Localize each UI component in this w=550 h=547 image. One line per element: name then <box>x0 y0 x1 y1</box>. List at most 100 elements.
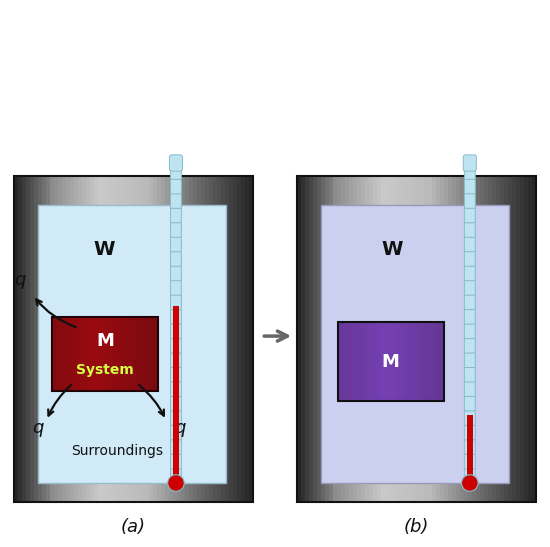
Bar <box>146 176 151 502</box>
Bar <box>508 176 513 502</box>
Bar <box>126 317 130 391</box>
FancyBboxPatch shape <box>464 425 475 440</box>
FancyBboxPatch shape <box>464 295 475 310</box>
Bar <box>412 323 416 401</box>
Bar <box>340 323 344 401</box>
Bar <box>60 317 64 391</box>
FancyBboxPatch shape <box>464 381 475 397</box>
Bar <box>185 176 190 502</box>
Bar <box>431 323 434 401</box>
Bar <box>397 176 402 502</box>
Bar <box>301 176 306 502</box>
Bar <box>321 206 509 483</box>
Bar <box>39 206 226 483</box>
Bar <box>456 176 461 502</box>
Bar <box>313 176 318 502</box>
Text: Surroundings: Surroundings <box>71 444 163 458</box>
FancyBboxPatch shape <box>170 396 182 411</box>
FancyBboxPatch shape <box>464 193 475 208</box>
FancyBboxPatch shape <box>170 454 182 469</box>
Bar <box>134 317 138 391</box>
Bar <box>338 323 444 401</box>
FancyBboxPatch shape <box>463 155 476 171</box>
Bar <box>14 176 253 502</box>
Bar <box>245 176 250 502</box>
Bar <box>351 323 355 401</box>
Bar <box>409 323 413 401</box>
FancyBboxPatch shape <box>170 324 182 339</box>
Bar <box>63 317 66 391</box>
Bar <box>309 176 314 502</box>
Bar <box>102 317 106 391</box>
Bar <box>377 323 381 401</box>
Bar <box>359 323 362 401</box>
Bar <box>399 323 403 401</box>
Bar <box>90 176 95 502</box>
Bar <box>349 176 354 502</box>
Bar <box>52 317 56 391</box>
Bar <box>428 323 432 401</box>
Bar <box>173 176 179 502</box>
Bar <box>116 317 119 391</box>
Bar <box>157 176 163 502</box>
Bar <box>52 317 158 391</box>
Bar <box>226 176 230 502</box>
Bar <box>14 176 19 502</box>
Bar <box>436 323 439 401</box>
Bar <box>233 176 238 502</box>
Bar <box>421 176 426 502</box>
Bar <box>476 176 481 502</box>
Bar <box>134 176 139 502</box>
Text: W: W <box>94 240 115 259</box>
Bar <box>406 323 410 401</box>
FancyBboxPatch shape <box>464 468 475 484</box>
Bar <box>420 323 424 401</box>
Bar <box>532 176 537 502</box>
Bar <box>393 176 398 502</box>
Bar <box>73 317 77 391</box>
Bar <box>205 176 211 502</box>
Bar <box>453 176 458 502</box>
FancyBboxPatch shape <box>170 251 182 266</box>
Bar <box>425 323 429 401</box>
Bar <box>377 176 382 502</box>
Text: M: M <box>96 331 114 350</box>
Bar <box>317 176 322 502</box>
Bar <box>139 317 143 391</box>
Bar <box>412 176 417 502</box>
Bar <box>94 317 98 391</box>
Bar <box>26 176 31 502</box>
Bar <box>340 176 346 502</box>
Bar <box>74 176 79 502</box>
Bar <box>178 176 183 502</box>
Bar <box>372 323 376 401</box>
Bar <box>197 176 202 502</box>
Bar <box>153 317 156 391</box>
Bar <box>425 176 430 502</box>
FancyBboxPatch shape <box>170 179 182 194</box>
FancyBboxPatch shape <box>464 367 475 382</box>
Circle shape <box>168 475 184 491</box>
Bar <box>129 176 135 502</box>
Bar <box>380 323 384 401</box>
Bar <box>333 176 338 502</box>
Bar <box>94 176 98 502</box>
Text: q: q <box>174 419 185 437</box>
Bar <box>84 317 87 391</box>
Bar <box>402 323 405 401</box>
Bar <box>81 317 85 391</box>
Bar <box>38 176 43 502</box>
Text: System: System <box>76 363 134 377</box>
Bar <box>520 176 525 502</box>
Bar <box>65 176 71 502</box>
Bar <box>108 317 111 391</box>
FancyBboxPatch shape <box>464 222 475 237</box>
FancyBboxPatch shape <box>464 266 475 281</box>
Bar <box>22 176 27 502</box>
FancyBboxPatch shape <box>464 439 475 455</box>
Text: (a): (a) <box>121 517 146 536</box>
Bar <box>106 176 111 502</box>
Bar <box>237 176 243 502</box>
Bar <box>221 176 227 502</box>
Bar <box>297 176 536 502</box>
